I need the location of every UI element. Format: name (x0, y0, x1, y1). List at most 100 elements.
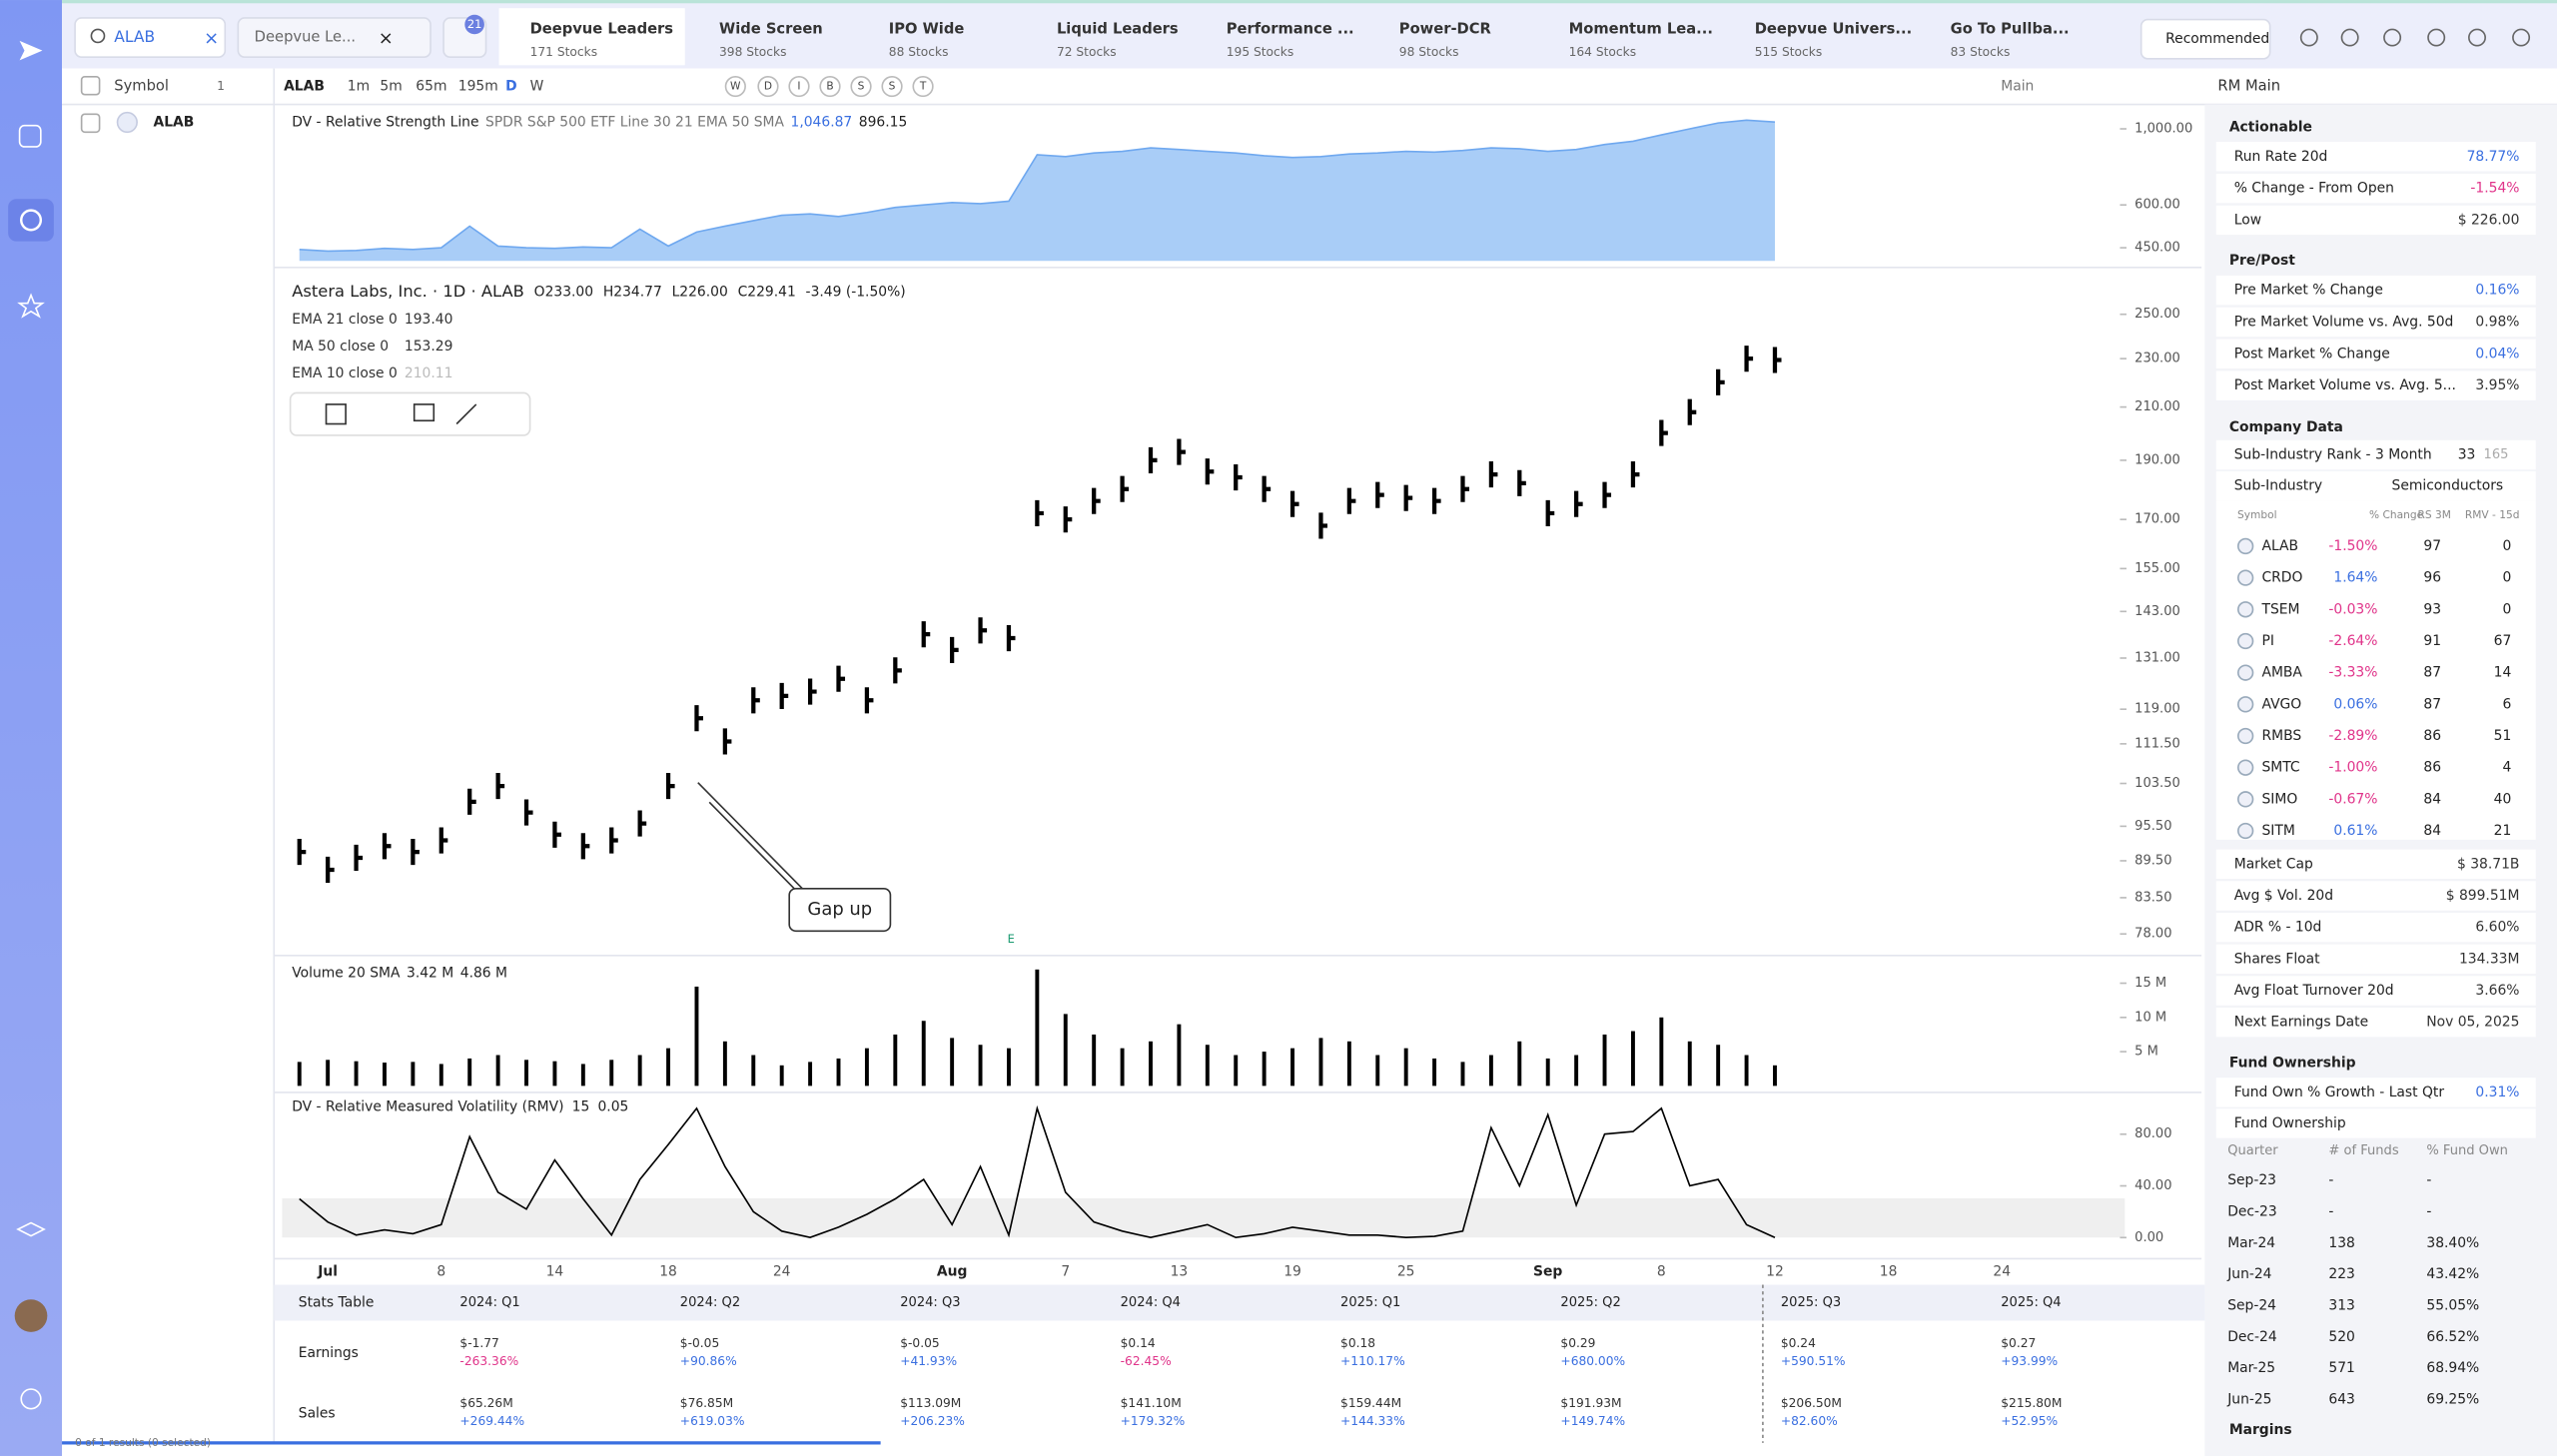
tab-count[interactable]: 195 Stocks (1227, 45, 1293, 59)
peer-symbol[interactable]: PI (2261, 633, 2273, 649)
count: 1 (217, 79, 225, 93)
clear-icon[interactable]: × (379, 28, 394, 49)
tab-count[interactable]: 88 Stocks (889, 45, 949, 59)
search-text[interactable]: ALAB (114, 28, 155, 46)
shortcut-circle[interactable] (788, 75, 810, 98)
peer-logo (2237, 664, 2254, 681)
shortcut-circle[interactable] (850, 75, 872, 98)
top-icon[interactable] (2427, 28, 2446, 47)
price-bar (1092, 487, 1101, 514)
tab-count[interactable]: 398 Stocks (719, 45, 786, 59)
tab-name[interactable]: Wide Screen (719, 20, 823, 37)
tool-icon[interactable] (455, 403, 477, 425)
tab-name[interactable]: Deepvue Univers... (1755, 20, 1912, 37)
shortcut[interactable]: S (889, 80, 896, 93)
tab-count[interactable]: 83 Stocks (1951, 45, 2011, 59)
checkbox[interactable] (80, 113, 101, 134)
nav-icon[interactable] (20, 209, 43, 232)
price-bar (1234, 463, 1243, 491)
top-icon[interactable] (2468, 28, 2486, 47)
peer-symbol[interactable]: SMTC (2261, 760, 2299, 776)
peer-symbol[interactable]: SIMO (2261, 791, 2297, 807)
study-value: 153.29 (405, 339, 453, 355)
logo (19, 40, 43, 61)
volume-bar (326, 1060, 331, 1087)
peer-symbol[interactable]: TSEM (2260, 601, 2299, 617)
shortcut[interactable]: B (826, 80, 833, 93)
tab-count[interactable]: 98 Stocks (1399, 45, 1459, 59)
tab-name[interactable]: Go To Pullba... (1951, 20, 2070, 37)
top-icon[interactable] (2299, 28, 2318, 47)
volume-bar (893, 1034, 898, 1087)
top-icon[interactable] (2383, 28, 2402, 47)
watchlist-symbol[interactable]: ALAB (153, 114, 194, 130)
volume-bar (1545, 1058, 1550, 1087)
peer-rs: 84 (2423, 791, 2441, 807)
top-icon[interactable] (2512, 28, 2531, 47)
interval[interactable]: W (530, 79, 544, 95)
avatar[interactable] (14, 1299, 48, 1332)
price-bar (864, 687, 874, 714)
tab-name[interactable]: IPO Wide (889, 20, 965, 37)
interval[interactable]: 65m (416, 79, 446, 95)
layout-select[interactable]: Main (2001, 79, 2034, 95)
peer-symbol[interactable]: SITM (2261, 823, 2294, 839)
tool-icon[interactable] (413, 403, 435, 422)
stat-change: -263.36% (459, 1354, 518, 1368)
tab-name[interactable]: Performance ... (1227, 20, 1354, 37)
shortcut[interactable]: D (764, 80, 772, 93)
field-label: ADR % - 10d (2234, 920, 2322, 936)
tab-count[interactable]: 72 Stocks (1057, 45, 1117, 59)
interval[interactable]: 195m (458, 79, 498, 95)
panel-title[interactable]: RM Main (2217, 78, 2280, 95)
watchlist-name[interactable]: Deepvue Le... (255, 29, 356, 46)
peer-symbol[interactable]: ALAB (2261, 538, 2298, 554)
peer-symbol[interactable]: AMBA (2261, 665, 2302, 681)
peer-symbol[interactable]: CRDO (2261, 570, 2302, 586)
tab-name[interactable]: Liquid Leaders (1057, 20, 1179, 37)
sort-label[interactable]: Recommended (2165, 31, 2269, 47)
tab-name[interactable]: Deepvue Leaders (530, 20, 674, 37)
shortcut[interactable]: W (730, 80, 741, 93)
tab-name[interactable]: Power-DCR (1399, 20, 1492, 37)
fund-cell: Jun-25 (2226, 1391, 2271, 1407)
y-tick-label: 600.00 (2134, 198, 2180, 213)
peer-symbol[interactable]: AVGO (2261, 696, 2301, 712)
tool-icon[interactable] (325, 403, 347, 425)
shortcut[interactable]: T (919, 80, 927, 93)
nav-icon[interactable] (18, 124, 42, 148)
shortcut[interactable]: S (858, 80, 865, 93)
panel-row (2215, 142, 2536, 172)
interval[interactable]: 5m (380, 79, 402, 95)
shortcut-circle[interactable] (724, 75, 746, 98)
shortcut[interactable]: I (797, 80, 800, 93)
shortcut-circle[interactable] (757, 75, 779, 98)
top-icon[interactable] (2340, 28, 2359, 47)
y-tick-label: 450.00 (2134, 241, 2180, 256)
tab-name[interactable]: Momentum Lea... (1569, 20, 1713, 37)
interval[interactable]: 1m (348, 79, 370, 95)
sort-select[interactable] (2139, 18, 2271, 60)
nav-active[interactable] (8, 199, 54, 242)
watchlist-select[interactable] (237, 17, 431, 58)
fund-cell: - (2426, 1172, 2431, 1188)
tab-count[interactable]: 515 Stocks (1755, 45, 1822, 59)
clear-icon[interactable]: × (204, 28, 219, 49)
peer-rmv: 6 (2502, 696, 2511, 712)
search-box[interactable] (74, 17, 227, 58)
peer-rmv: 4 (2502, 760, 2511, 776)
fund-cell: Sep-24 (2227, 1297, 2276, 1313)
help-icon[interactable] (20, 1388, 42, 1410)
shortcut-circle[interactable] (881, 75, 903, 98)
shortcut-circle[interactable] (912, 75, 934, 98)
stat-change: +144.33% (1340, 1414, 1405, 1428)
nav-icon[interactable] (17, 293, 45, 319)
peer-symbol[interactable]: RMBS (2261, 728, 2301, 744)
shortcut-circle[interactable] (819, 75, 841, 98)
checkbox[interactable] (80, 75, 101, 96)
tab-count[interactable]: 164 Stocks (1569, 45, 1636, 59)
tab-count[interactable]: 171 Stocks (530, 45, 597, 59)
symbol-input[interactable]: ALAB (284, 79, 325, 95)
nav-icon[interactable] (16, 1221, 46, 1237)
interval[interactable]: D (505, 79, 517, 95)
